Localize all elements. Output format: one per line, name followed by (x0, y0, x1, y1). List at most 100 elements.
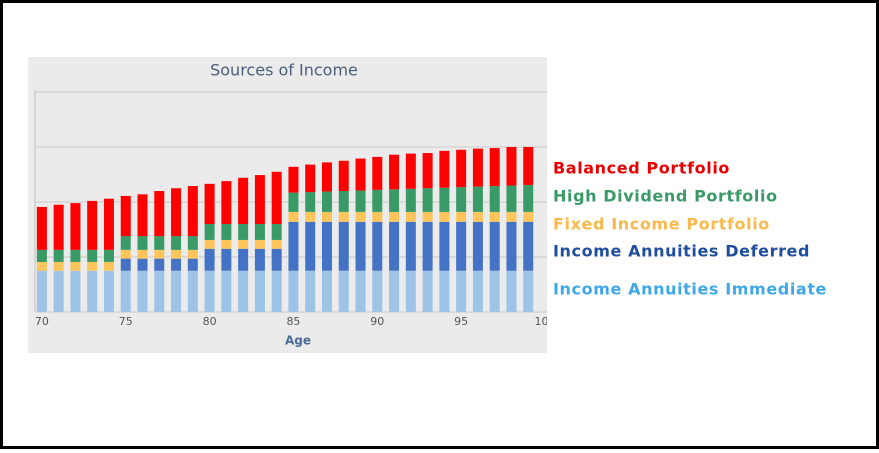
bar-segment (321, 191, 332, 212)
bar-segment (238, 239, 249, 249)
bar-segment (187, 249, 198, 259)
bar-segment (405, 211, 416, 222)
bar-segment (171, 236, 182, 250)
bar-segment (103, 270, 114, 312)
bar-segment (36, 206, 47, 250)
bar-segment (439, 187, 450, 212)
bar-segment (405, 153, 416, 189)
bar-segment (53, 270, 64, 312)
bar-segment (472, 148, 483, 187)
bar-segment (187, 236, 198, 250)
bar-segment (372, 270, 383, 312)
bar-segment (187, 258, 198, 271)
bar-segment (254, 175, 265, 224)
bar-segment (120, 270, 131, 312)
bar-segment (271, 239, 282, 249)
bar-segment (87, 200, 98, 250)
bar-segment (87, 270, 98, 312)
bar-segment (70, 249, 81, 262)
bar-segment (53, 261, 64, 271)
bar-segment (456, 270, 467, 312)
bar-segment (288, 221, 299, 271)
bar-segment (338, 191, 349, 212)
x-axis-label: Age (285, 334, 311, 348)
bar-segment (87, 249, 98, 262)
bar-segment (288, 192, 299, 212)
x-tick-label: 100 (535, 315, 556, 328)
bar-segment (472, 186, 483, 212)
bar-segment (405, 270, 416, 312)
bar-segment (53, 249, 64, 262)
bar-segment (137, 258, 148, 271)
bar-segment (238, 270, 249, 312)
bar-segment (321, 211, 332, 222)
bar-segment (204, 270, 215, 312)
bar-segment (204, 248, 215, 271)
bar-segment (103, 261, 114, 271)
bar-segment (288, 270, 299, 312)
bar-segment (137, 236, 148, 250)
bar-segment (355, 190, 366, 212)
bar-segment (137, 249, 148, 259)
bar-segment (238, 224, 249, 240)
bar-segment (154, 249, 165, 259)
bar-segment (120, 236, 131, 250)
bar-segment (154, 270, 165, 312)
bar-segment (137, 270, 148, 312)
bar-segment (489, 148, 500, 187)
bar-segment (271, 224, 282, 240)
bar-segment (439, 270, 450, 312)
bar-segment (506, 221, 517, 271)
bar-segment (472, 270, 483, 312)
bar-segment (171, 249, 182, 259)
bar-segment (204, 183, 215, 224)
x-tick-label: 70 (35, 315, 49, 328)
legend-entry: High Dividend Portfolio (553, 187, 778, 206)
bar-segment (489, 186, 500, 212)
bar-segment (305, 164, 316, 193)
bar-segment (221, 224, 232, 240)
bar-segment (36, 249, 47, 262)
bar-segment (70, 203, 81, 250)
legend: Income Annuities Immediate Income Annuiti… (553, 159, 826, 299)
legend-entry: Income Annuities Deferred (553, 242, 810, 261)
bar-segment (288, 211, 299, 222)
bar-segment (221, 181, 232, 224)
bar-segment (254, 248, 265, 271)
bar-segment (405, 188, 416, 212)
bar-segment (221, 239, 232, 249)
bar-segment (154, 191, 165, 237)
bar-segment (221, 270, 232, 312)
bar-segment (338, 160, 349, 191)
bar-segment (372, 156, 383, 190)
bar-segment (472, 211, 483, 222)
bar-segment (321, 221, 332, 271)
bar-segment (120, 249, 131, 259)
bar-segment (53, 204, 64, 250)
bar-segment (288, 166, 299, 193)
chart-title: Sources of Income (210, 61, 358, 80)
bar-segment (439, 211, 450, 222)
bar-segment (87, 261, 98, 271)
bar-segment (154, 236, 165, 250)
bar-segment (154, 258, 165, 271)
bar-segment (422, 221, 433, 271)
plot: 70 75 80 85 90 95 100 (34, 90, 556, 328)
bar-segment (36, 261, 47, 271)
bar-segment (372, 211, 383, 222)
bar-segment (120, 258, 131, 271)
bar-segment (355, 211, 366, 222)
bar-segment (523, 147, 534, 185)
x-tick-label: 75 (119, 315, 133, 328)
bar-segment (187, 186, 198, 237)
bar-segment (271, 171, 282, 224)
bar-segment (405, 221, 416, 271)
x-tick-label: 90 (370, 315, 384, 328)
bar-segment (389, 189, 400, 212)
bar-segment (456, 187, 467, 212)
bar-segment (305, 270, 316, 312)
bar-segment (389, 211, 400, 222)
bar-segment (506, 270, 517, 312)
bar-segment (422, 153, 433, 189)
